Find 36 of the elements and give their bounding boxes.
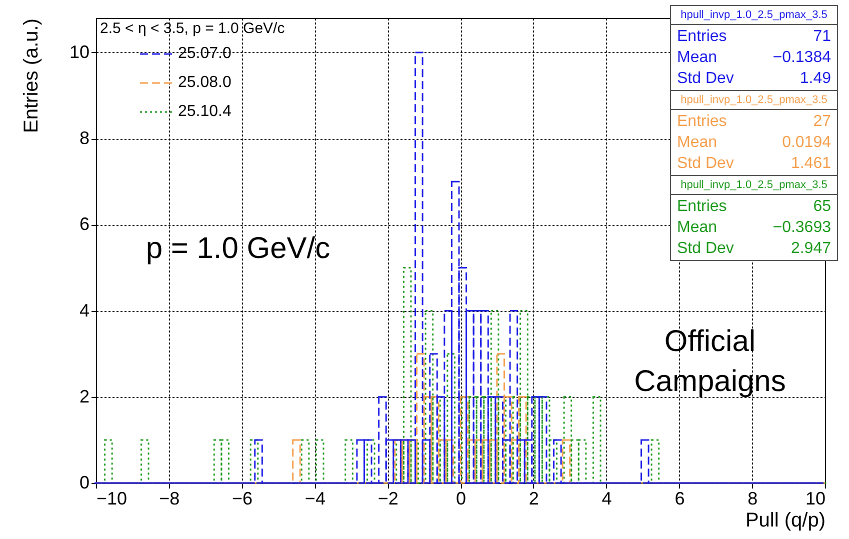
text: Entries 71 [677, 28, 831, 45]
annotation: hpull_invp_1.0_2.5_pmax_3.5 [670, 176, 838, 195]
x-tick-label: −4 [304, 488, 326, 508]
y-tick-label: 6 [79, 214, 90, 234]
text: Entries 27 [677, 113, 831, 130]
x-tick-label: −6 [232, 488, 253, 508]
annotation: hpull_invp_1.0_2.5_pmax_3.5 [670, 5, 838, 25]
legend-label: 25.08.0 [178, 74, 232, 92]
y-tick-label: 2 [79, 386, 90, 406]
y-tick-label: 4 [79, 300, 90, 320]
text: Mean 0.0194 [677, 134, 831, 151]
text: Std Dev 1.49 [677, 70, 831, 87]
x-tick-label: 10 [805, 488, 826, 508]
annotation: hpull_invp_1.0_2.5_pmax_3.5 [670, 91, 838, 110]
x-tick-label: −2 [378, 488, 398, 508]
x-tick-label: −10 [96, 488, 128, 508]
y-tick-label: 8 [79, 128, 90, 148]
y-tick-label: 10 [69, 42, 90, 62]
y-tick-label: 0 [79, 472, 90, 492]
text: Entries 65 [677, 198, 831, 215]
annotation: Official Campaigns [633, 324, 787, 400]
legend-label: 25.07.0 [178, 44, 232, 62]
x-axis-title: Pull (q/p) [745, 510, 826, 532]
text: Mean −0.3693 [677, 219, 831, 236]
legend-label: 25.10.4 [178, 102, 232, 120]
text: Std Dev 2.947 [677, 240, 831, 257]
x-tick-label: 0 [456, 488, 466, 508]
text: Mean −0.1384 [677, 49, 831, 66]
x-tick-label: 2 [528, 488, 539, 508]
x-tick-label: 4 [602, 488, 612, 508]
text: Std Dev 1.461 [677, 155, 831, 172]
x-tick-label: 8 [748, 488, 758, 508]
y-axis-title: Entries (a.u.) [20, 18, 42, 133]
x-tick-label: −8 [159, 488, 180, 508]
annotation: p = 1.0 GeV/c [144, 232, 332, 266]
x-tick-label: 6 [674, 488, 685, 508]
